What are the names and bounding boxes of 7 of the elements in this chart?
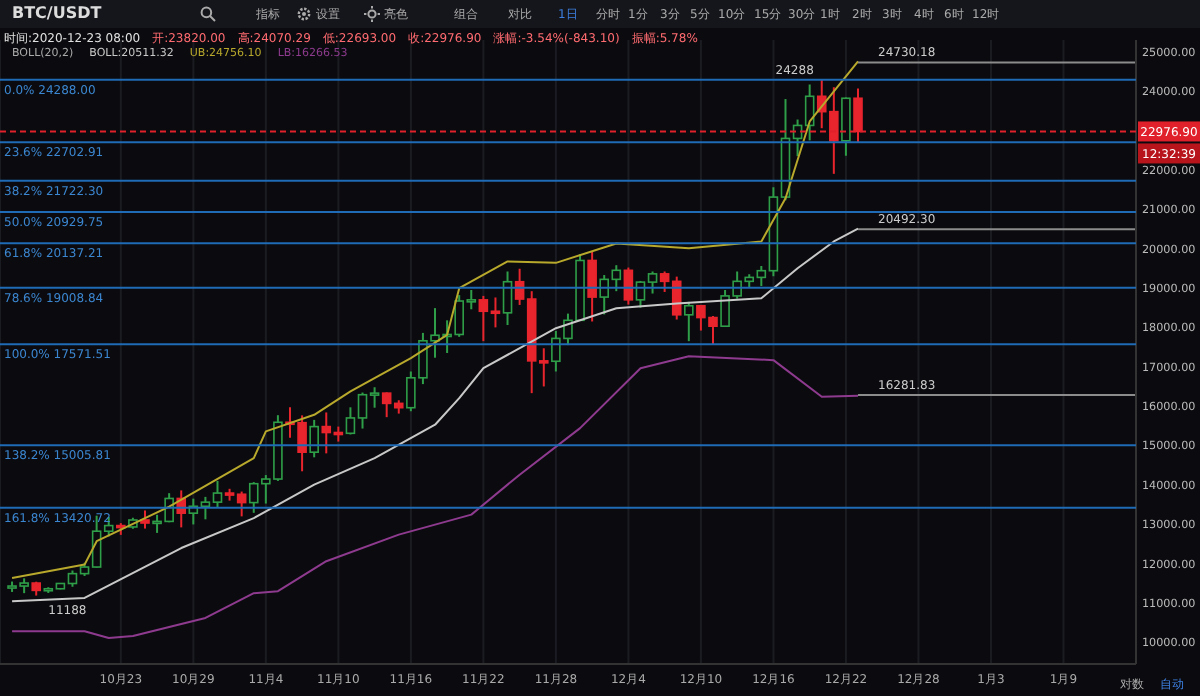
candlestick [684, 300, 694, 343]
candlestick [587, 250, 597, 323]
candlestick [841, 96, 851, 157]
chart-title: BTC/USDT [12, 4, 102, 22]
candlestick [309, 418, 319, 459]
candlestick [502, 270, 513, 327]
candlestick [140, 509, 150, 530]
